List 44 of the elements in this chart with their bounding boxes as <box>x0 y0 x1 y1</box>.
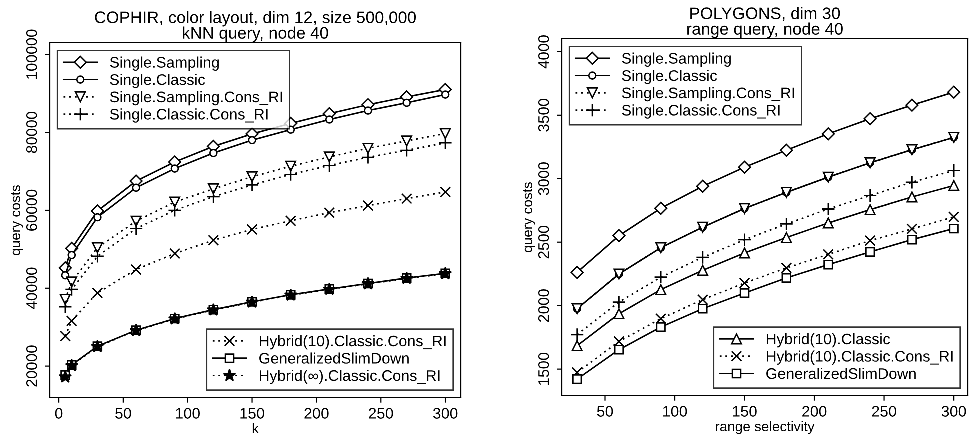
chart-title: COPHIR, color layout, dim 12, size 500,000 kNN query, node 40 <box>95 11 416 42</box>
legend-label: Single.Sampling.Cons_RI <box>622 87 794 102</box>
y-tick-label: 1500 <box>538 352 550 386</box>
y-axis-title: query costs <box>11 185 24 256</box>
y-tick-label: 4000 <box>538 36 550 69</box>
legend-label: Single.Classic.Cons_RI <box>622 104 780 119</box>
legend-label: Single.Classic <box>622 70 718 84</box>
x-tick-label: 150 <box>240 408 264 419</box>
legend-label: Hybrid(10).Classic <box>767 333 890 348</box>
y-tick-label: 100000 <box>26 30 38 80</box>
legend-label: Single.Classic <box>110 74 206 88</box>
legend-label: GeneralizedSlimDown <box>766 368 916 380</box>
x-tick-label: 200 <box>802 406 827 417</box>
legend-label: Single.Classic.Cons_RI <box>110 108 268 123</box>
legend-label: Hybrid(∞).Classic.Cons_RI <box>260 370 440 384</box>
legend-label: Hybrid(10).Classic.Cons_RI <box>767 350 953 365</box>
y-tick-label: 40000 <box>26 268 38 310</box>
x-axis-title: range selectivity <box>716 421 815 434</box>
y-tick-label: 3500 <box>538 99 550 132</box>
x-tick-label: 50 <box>116 408 132 419</box>
x-tick-label: 100 <box>176 408 200 419</box>
y-tick-label: 80000 <box>26 112 38 154</box>
y-tick-label: 2500 <box>538 226 550 259</box>
legend-label: Single.Sampling.Cons_RI <box>110 91 282 106</box>
x-axis-title: k <box>252 423 259 434</box>
x-tick-label: 100 <box>663 406 688 417</box>
y-tick-label: 2000 <box>538 289 550 322</box>
x-tick-label: 250 <box>369 408 394 419</box>
x-tick-label: 250 <box>872 406 896 417</box>
y-tick-label: 20000 <box>26 346 38 387</box>
legend-label: Single.Sampling <box>622 52 732 67</box>
legend-label: Single.Sampling <box>110 56 220 71</box>
chart-title: POLYGONS, dim 30 range query, node 40 <box>688 7 843 38</box>
y-tick-label: 3000 <box>538 162 550 196</box>
x-tick-label: 200 <box>304 408 329 419</box>
x-tick-label: 300 <box>942 406 966 417</box>
legend-label: Hybrid(10).Classic.Cons_RI <box>260 335 446 350</box>
x-tick-label: 0 <box>55 408 63 419</box>
x-tick-label: 300 <box>433 408 458 419</box>
x-tick-label: 150 <box>733 406 757 417</box>
x-tick-label: 50 <box>597 406 614 417</box>
legend-label: GeneralizedSlimDown <box>260 352 409 364</box>
y-tick-label: 60000 <box>26 190 38 231</box>
y-axis-title: query costs <box>523 182 536 252</box>
